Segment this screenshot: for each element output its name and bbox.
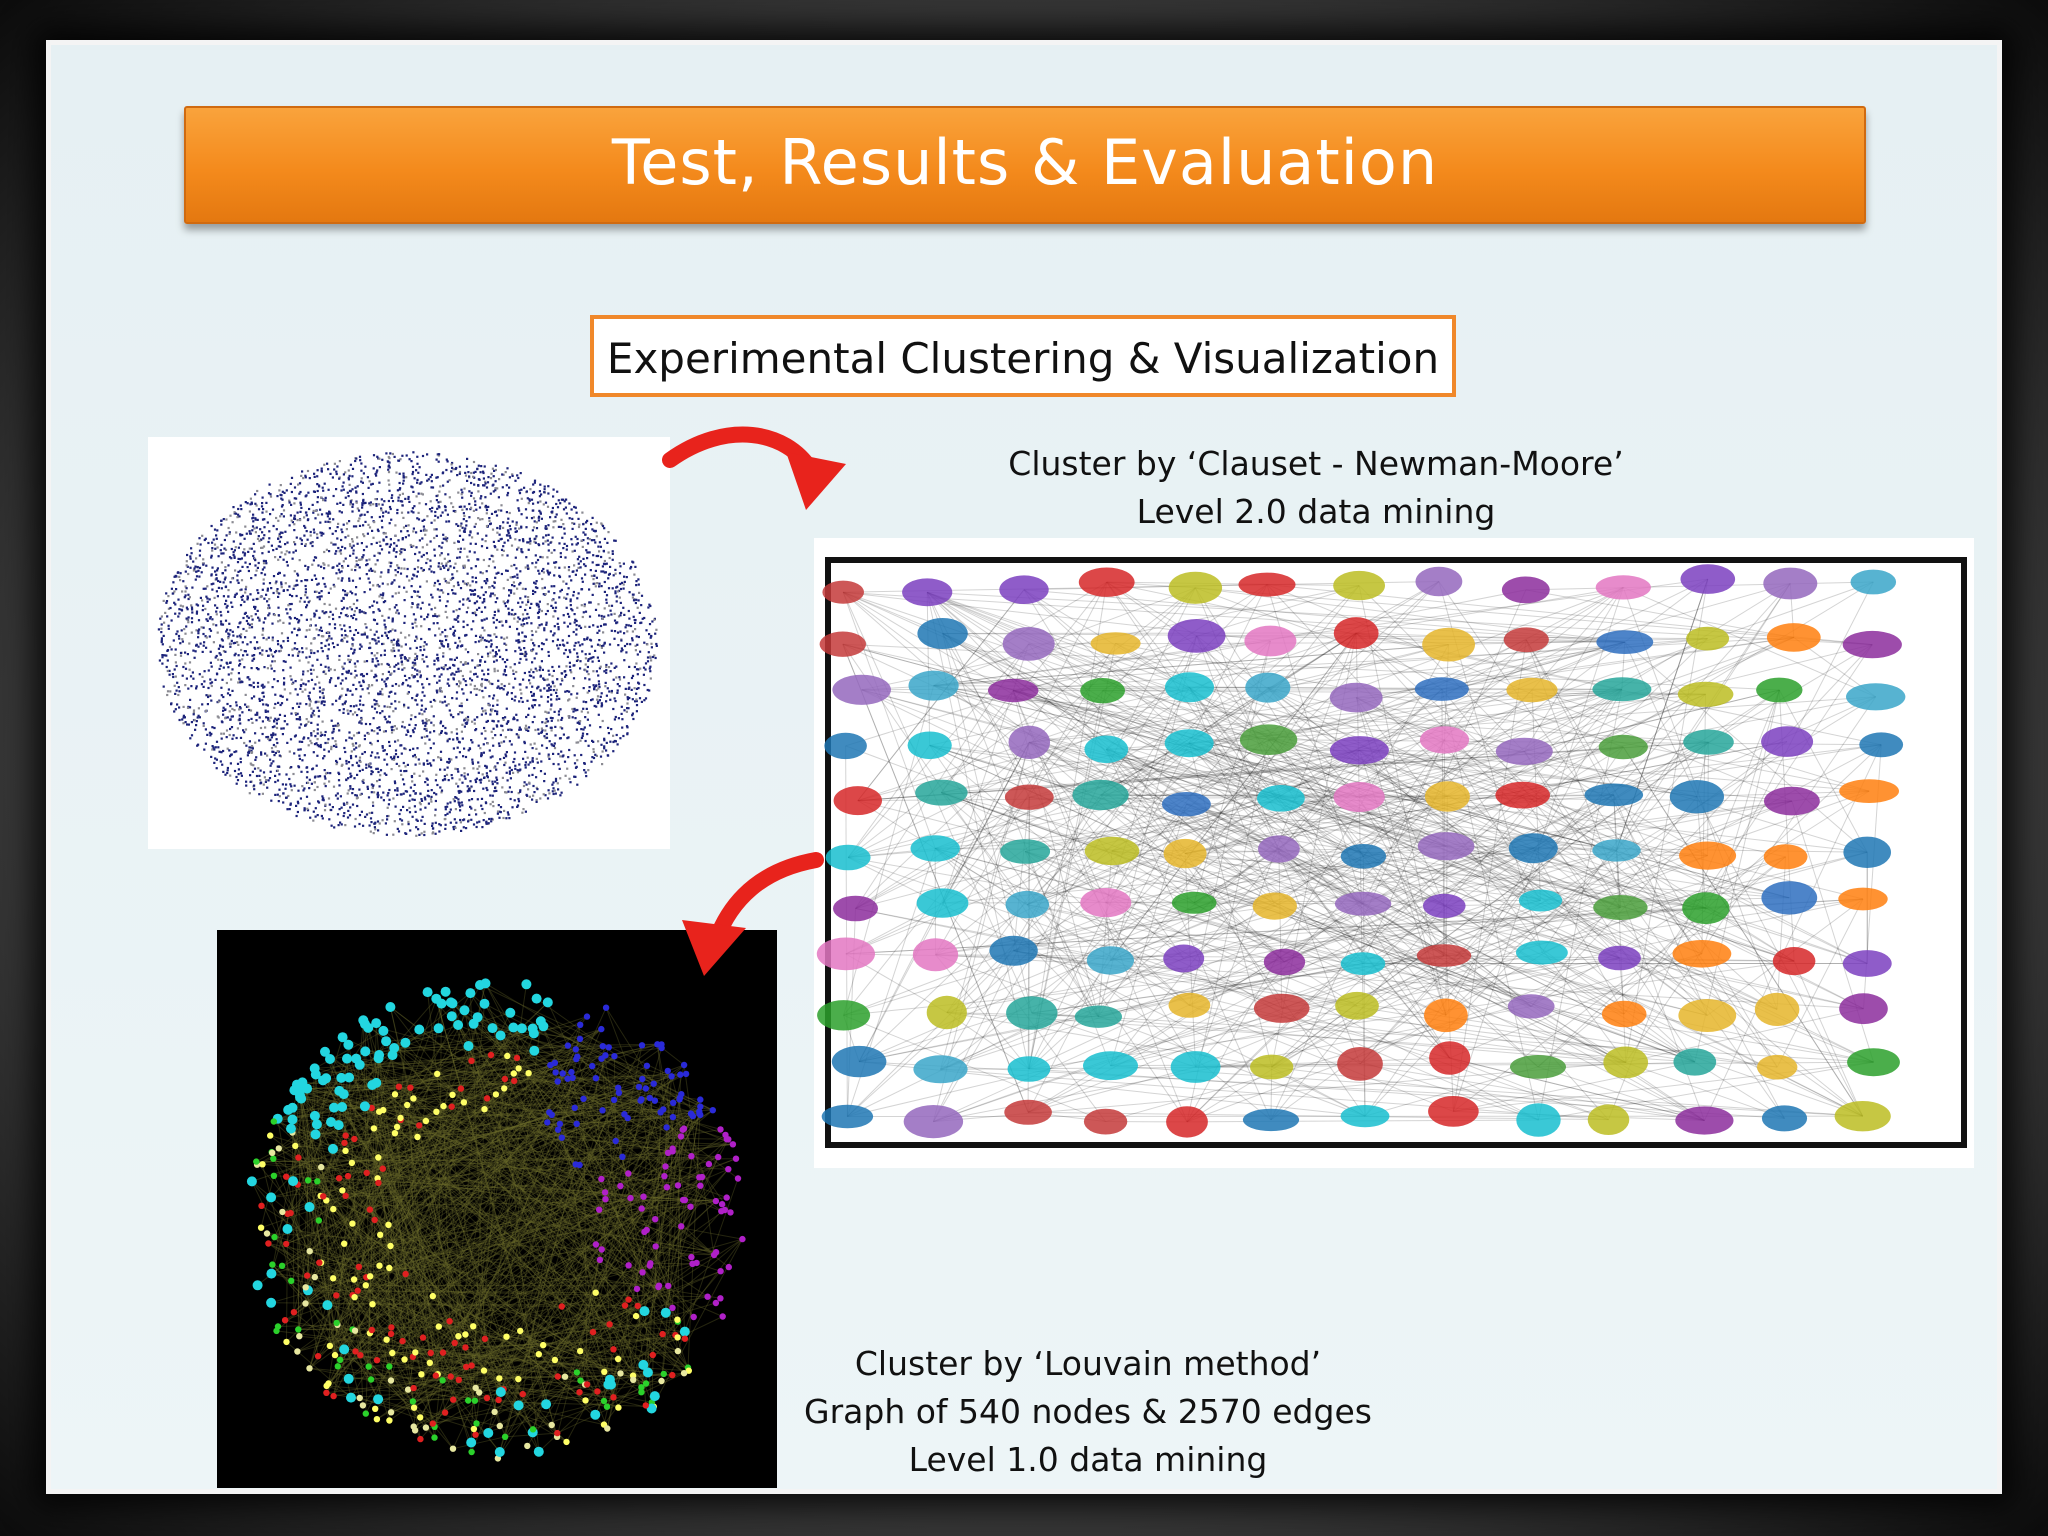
slide-title: Test, Results & Evaluation — [611, 126, 1439, 199]
clauset-newman-moore-cluster-graph — [814, 538, 1974, 1168]
cnm-caption: Cluster by ‘Clauset - Newman-Moore’ Leve… — [946, 440, 1686, 536]
louvain-graph-canvas — [246, 978, 746, 1462]
raw-network-graph — [148, 437, 670, 849]
louvain-cluster-graph — [217, 930, 777, 1488]
raw-graph-nodes — [157, 451, 658, 837]
arrow-layer — [662, 426, 846, 976]
louvain-caption-line1: Cluster by ‘Louvain method’ — [854, 1344, 1322, 1383]
cnm-caption-line1: Cluster by ‘Clauset - Newman-Moore’ — [1008, 444, 1624, 483]
arrow-head-right — [786, 452, 846, 510]
louvain-graph-nodes — [246, 978, 746, 1462]
slide: Test, Results & Evaluation Experimental … — [46, 40, 2002, 1494]
arrow-head-down — [682, 920, 746, 976]
title-bar: Test, Results & Evaluation — [184, 106, 1866, 224]
raw-network-graph-canvas — [157, 451, 658, 837]
louvain-caption-line2: Graph of 540 nodes & 2570 edges — [804, 1392, 1372, 1431]
louvain-caption: Cluster by ‘Louvain method’ Graph of 540… — [788, 1340, 1388, 1484]
subtitle-box: Experimental Clustering & Visualization — [590, 315, 1456, 397]
cnm-graph-canvas — [816, 557, 1967, 1148]
cnm-caption-line2: Level 2.0 data mining — [1136, 492, 1496, 531]
slide-subtitle: Experimental Clustering & Visualization — [606, 334, 1440, 383]
curved-arrow-right — [662, 426, 819, 478]
louvain-caption-line3: Level 1.0 data mining — [908, 1440, 1268, 1479]
cnm-graph-clusters — [816, 564, 1906, 1139]
